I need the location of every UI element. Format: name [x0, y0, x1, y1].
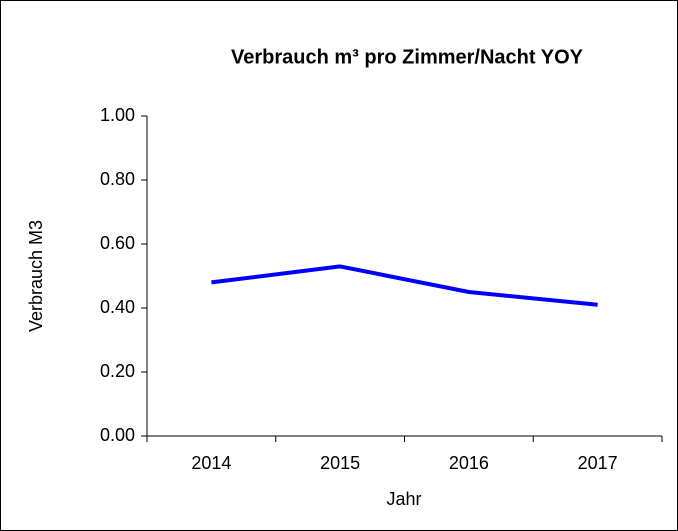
x-tick-label: 2015 — [320, 453, 360, 473]
x-tick-label: 2017 — [578, 453, 618, 473]
y-tick-label: 0.20 — [100, 361, 135, 381]
y-tick-label: 1.00 — [100, 105, 135, 125]
x-axis-label: Jahr — [386, 489, 421, 509]
data-line — [211, 264, 598, 307]
y-tick-label: 0.00 — [100, 425, 135, 445]
y-tick-label: 0.60 — [100, 233, 135, 253]
x-tick-label: 2014 — [191, 453, 231, 473]
y-tick-label: 0.80 — [100, 169, 135, 189]
chart-title: Verbrauch m³ pro Zimmer/Nacht YOY — [231, 46, 584, 68]
x-tick-label: 2016 — [449, 453, 489, 473]
y-tick-label: 0.40 — [100, 297, 135, 317]
y-axis-label: Verbrauch M3 — [26, 220, 46, 332]
